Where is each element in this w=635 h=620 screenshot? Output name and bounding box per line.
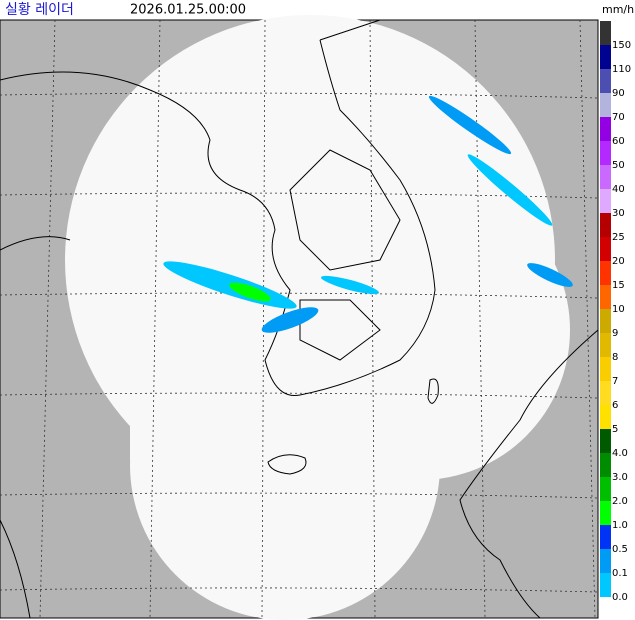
legend-label: 3.0 xyxy=(612,472,628,483)
legend-swatch xyxy=(600,285,611,309)
legend-label: 6 xyxy=(612,400,618,411)
legend-swatch xyxy=(600,357,611,381)
legend-swatch xyxy=(600,165,611,189)
map-area xyxy=(0,15,599,620)
legend-label: 0.0 xyxy=(612,592,628,603)
legend-label: 40 xyxy=(612,184,625,195)
legend-swatch xyxy=(600,549,611,573)
legend-label: 10 xyxy=(612,304,625,315)
legend-label: 20 xyxy=(612,256,625,267)
legend-label: 4.0 xyxy=(612,448,628,459)
coastline xyxy=(0,19,599,619)
legend-swatch xyxy=(600,573,611,597)
legend-swatch xyxy=(600,333,611,357)
legend-swatch xyxy=(600,141,611,165)
legend-swatch xyxy=(600,213,611,237)
unit: mm/h xyxy=(602,3,634,16)
legend-label: 60 xyxy=(612,136,625,147)
legend-swatch xyxy=(600,309,611,333)
legend-label: 2.0 xyxy=(612,496,628,507)
legend-label: 0.1 xyxy=(612,568,628,579)
legend-label: 7 xyxy=(612,376,618,387)
legend-swatch xyxy=(600,69,611,93)
legend-swatch xyxy=(600,93,611,117)
legend-label: 50 xyxy=(612,160,625,171)
legend-label: 5 xyxy=(612,424,618,435)
legend-swatch xyxy=(600,45,611,69)
legend-label: 9 xyxy=(612,328,618,339)
rain-echo xyxy=(163,95,573,333)
legend-swatch xyxy=(600,261,611,285)
legend: 150 110 90 70 60 50 40 30 25 20 15 10 9 8 7 6 5 4.0 3.0 2.0… xyxy=(600,21,631,603)
legend-label: 1.0 xyxy=(612,520,628,531)
legend-swatch xyxy=(600,237,611,261)
coverage xyxy=(65,15,570,620)
legend-swatch xyxy=(600,477,611,501)
legend-swatch xyxy=(600,501,611,525)
legend-swatch xyxy=(600,405,611,429)
legend-swatch xyxy=(600,189,611,213)
title: 실황 레이더 xyxy=(5,2,74,18)
timestamp: 2026.01.25.00:00 xyxy=(130,3,246,18)
legend-swatch xyxy=(600,453,611,477)
legend-label: 25 xyxy=(612,232,625,243)
legend-label: 15 xyxy=(612,280,625,291)
legend-swatch xyxy=(600,525,611,549)
legend-swatch xyxy=(600,429,611,453)
legend-label: 8 xyxy=(612,352,618,363)
legend-label: 150 xyxy=(612,40,631,51)
legend-label: 90 xyxy=(612,88,625,99)
legend-swatch xyxy=(600,21,611,45)
legend-swatch xyxy=(600,117,611,141)
legend-label: 70 xyxy=(612,112,625,123)
legend-label: 0.5 xyxy=(612,544,628,555)
legend-swatch xyxy=(600,381,611,405)
legend-label: 30 xyxy=(612,208,625,219)
legend-label: 110 xyxy=(612,64,631,75)
